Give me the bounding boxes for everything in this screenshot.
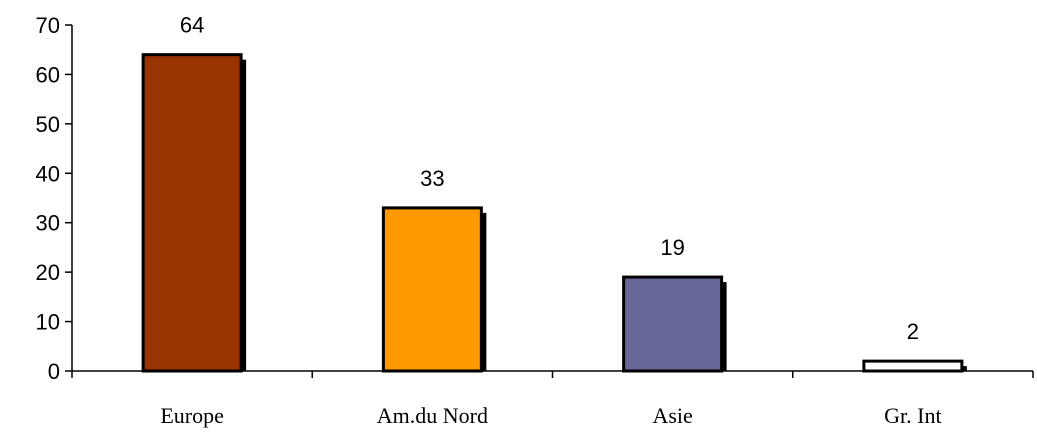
y-tick-label: 40 — [36, 161, 60, 186]
data-label: 2 — [907, 319, 919, 344]
y-tick-label: 60 — [36, 62, 60, 87]
y-tick-label: 10 — [36, 310, 60, 335]
data-label: 33 — [420, 166, 444, 191]
bars — [141, 53, 967, 373]
labels: 64 Europe 33 Am.du Nord 19 Asie 2 Gr. Int — [160, 13, 941, 428]
y-tick-label: 30 — [36, 211, 60, 236]
y-tick-label: 50 — [36, 112, 60, 137]
bar-asie — [622, 275, 724, 373]
y-tick-label: 70 — [36, 13, 60, 38]
x-tick-label: Asie — [652, 403, 692, 428]
x-tick-label: Am.du Nord — [377, 403, 488, 428]
data-label: 19 — [660, 235, 684, 260]
y-tick-label: 0 — [48, 359, 60, 384]
bar-europe — [141, 53, 243, 373]
x-tick-label: Gr. Int — [884, 403, 941, 428]
bar-am-du-nord — [381, 206, 483, 373]
data-label: 64 — [180, 13, 204, 38]
y-tick-label: 20 — [36, 260, 60, 285]
x-tick-label: Europe — [160, 403, 224, 428]
bar-gr-int — [862, 359, 964, 373]
